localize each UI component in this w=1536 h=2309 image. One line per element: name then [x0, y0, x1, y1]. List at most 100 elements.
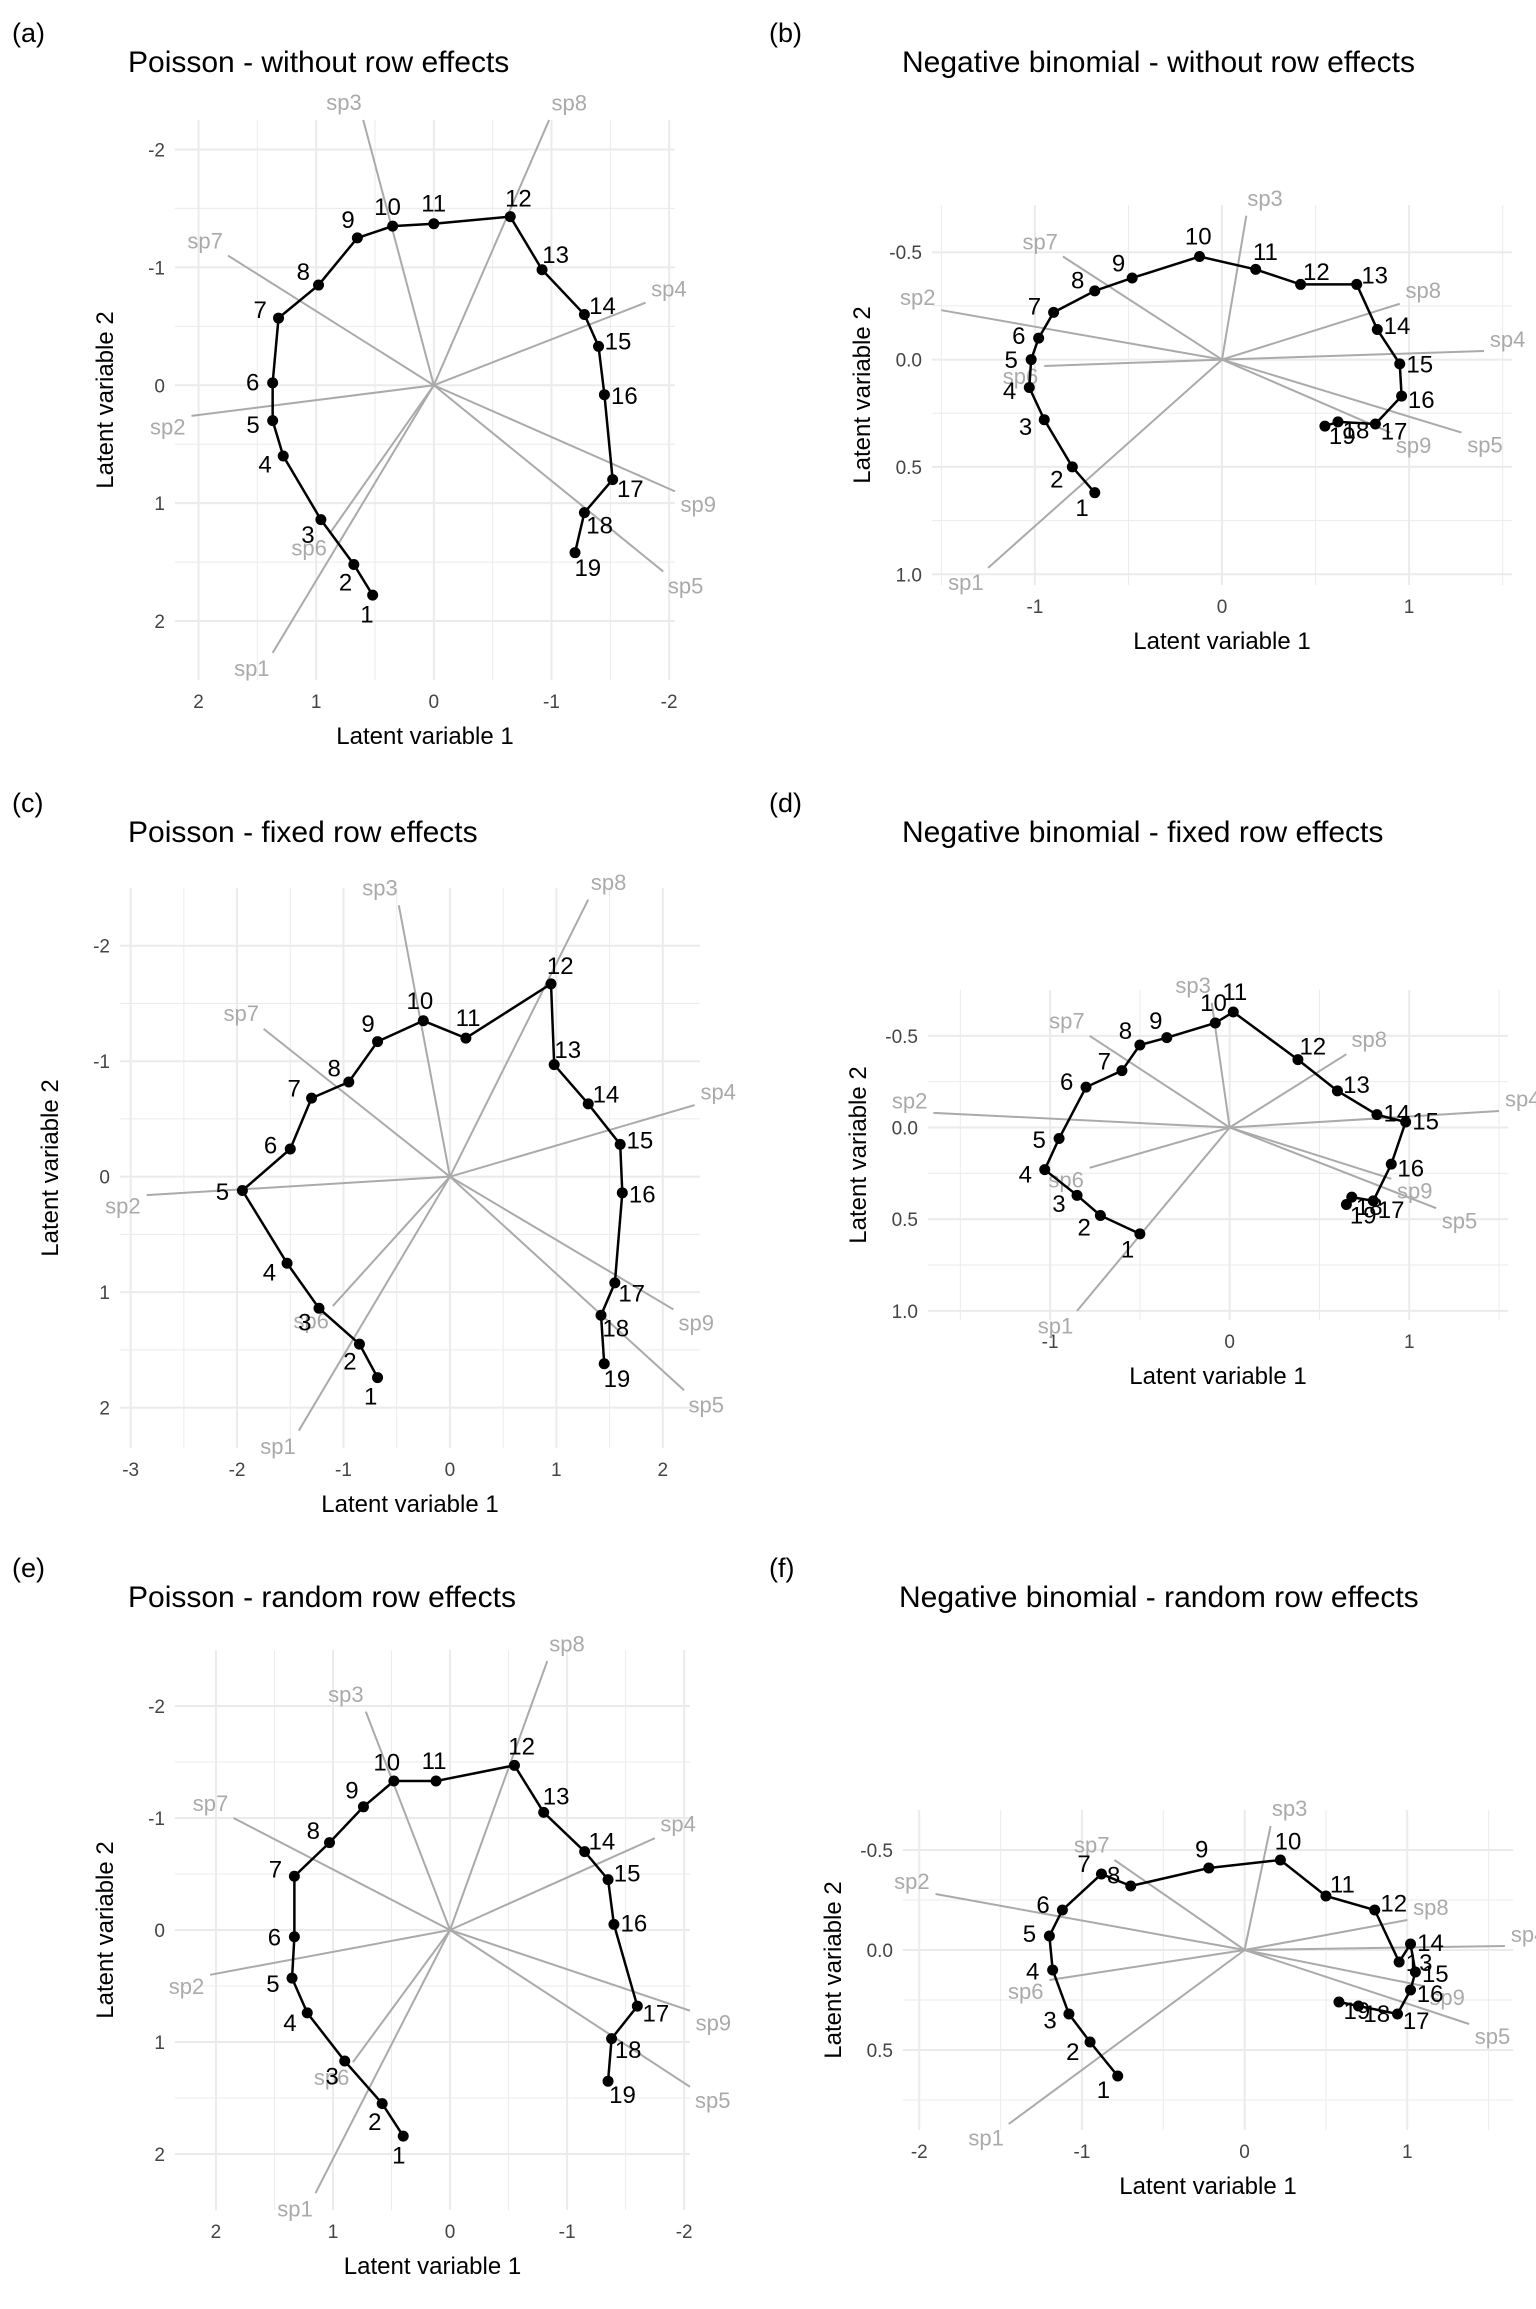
x-tick-label: 1	[1404, 1332, 1415, 1353]
panel-label: (b)	[769, 18, 802, 48]
species-line-sp6	[329, 384, 435, 534]
site-point-16	[1405, 1984, 1417, 1996]
site-label: 17	[643, 2001, 670, 2028]
site-label: 6	[264, 1132, 277, 1159]
site-point-8	[1134, 1039, 1146, 1051]
site-point-14	[1371, 324, 1383, 336]
site-point-17	[1369, 418, 1381, 430]
species-line-sp1	[297, 1176, 451, 1432]
site-label: 11	[1222, 979, 1247, 1006]
species-line-sp1	[314, 1929, 451, 2194]
site-point-17	[609, 1277, 621, 1289]
site-label: 15	[1422, 1961, 1449, 1988]
panel-title: Negative binomial - random row effects	[899, 1581, 1419, 1614]
x-tick-label: 1	[1404, 597, 1415, 618]
species-line-sp1	[1008, 1949, 1246, 2125]
species-label: sp4	[1490, 327, 1525, 352]
y-axis-title: Latent variable 2	[92, 1841, 119, 2018]
site-point-3	[315, 514, 327, 526]
species-line-sp2	[209, 1929, 451, 1976]
site-point-11	[1320, 1890, 1332, 1902]
site-point-1	[372, 1372, 384, 1384]
site-point-2	[1094, 1210, 1106, 1221]
site-point-3	[1038, 414, 1050, 426]
site-point-18	[595, 1309, 607, 1321]
species-label: sp8	[1413, 1895, 1448, 1920]
y-tick-label: -0.5	[889, 243, 922, 264]
species-line-sp4	[449, 1837, 656, 1931]
species-line-sp1	[987, 358, 1223, 569]
site-point-19	[569, 547, 581, 559]
site-label: 16	[1417, 1981, 1444, 2008]
species-label: sp5	[1475, 2024, 1510, 2049]
species-line-sp2	[146, 1175, 450, 1197]
tick-labels: -1 0 1 -0.5 0.0 0.5 1.0	[885, 1027, 1414, 1353]
site-point-6	[288, 1931, 300, 1943]
y-tick-label: 2	[99, 1399, 110, 1420]
x-tick-label: -2	[676, 2222, 693, 2243]
site-point-1	[1134, 1228, 1146, 1240]
y-tick-label: 1	[99, 1283, 110, 1304]
species-line-sp7	[1089, 1034, 1231, 1129]
species-line-sp3	[1243, 1825, 1272, 1951]
species-label: sp8	[549, 1632, 584, 1657]
site-label: 3	[1019, 414, 1032, 441]
site-label: 19	[604, 1366, 631, 1393]
panel-label: (a)	[12, 18, 45, 48]
site-label: 12	[505, 185, 532, 212]
species-label: sp5	[1467, 432, 1502, 457]
site-label: 10	[1275, 1828, 1302, 1855]
site-point-14	[578, 309, 590, 321]
site-point-19	[602, 2075, 614, 2087]
site-point-4	[1039, 1164, 1051, 1176]
site-label: 6	[1036, 1892, 1049, 1919]
y-tick-label: 0.5	[896, 458, 922, 479]
panel-6: -2 -1 0 1 -0.5 0.0 0.5 Latent variable 1 Latent …	[769, 1553, 1536, 2200]
species-line-sp9	[449, 1929, 691, 2012]
species-line-sp1	[1076, 1126, 1231, 1312]
species-label: sp8	[1351, 1027, 1386, 1052]
species-label: sp4	[660, 1812, 695, 1837]
site-label: 14	[589, 293, 616, 320]
site-label: 1	[1075, 495, 1088, 522]
species-label: sp6	[1048, 1167, 1083, 1192]
site-label: 8	[328, 1055, 341, 1082]
site-label: 18	[602, 1316, 629, 1343]
species-label: sp8	[591, 870, 626, 895]
site-label: 10	[374, 194, 401, 221]
site-label: 2	[1078, 1214, 1091, 1241]
species-line-sp9	[1221, 358, 1391, 434]
species-label: sp7	[1074, 1833, 1109, 1858]
species-line-sp5	[1229, 1126, 1437, 1210]
y-tick-label: 0.5	[892, 1210, 918, 1231]
site-point-19	[1340, 1199, 1352, 1210]
site-point-15	[614, 1138, 626, 1150]
site-point-2	[353, 1338, 365, 1350]
y-axis-title: Latent variable 2	[849, 306, 876, 483]
site-label: 15	[605, 329, 632, 356]
site-point-5	[286, 1972, 298, 1984]
site-point-12	[504, 211, 516, 223]
species-line-sp2	[191, 384, 434, 417]
species-label: sp4	[1511, 1922, 1536, 1947]
species-label: sp4	[1505, 1087, 1536, 1112]
site-point-16	[1385, 1158, 1397, 1170]
site-point-8	[1089, 285, 1101, 297]
site-point-12	[1295, 278, 1307, 290]
species-line-sp8	[432, 119, 551, 386]
site-label: 3	[1043, 2008, 1056, 2035]
site-label: 7	[1098, 1048, 1111, 1075]
x-tick-label: 1	[1402, 2142, 1413, 2163]
site-label: 2	[1050, 467, 1063, 494]
site-point-16	[608, 1918, 620, 1930]
panel-4: -1 0 1 -0.5 0.0 0.5 1.0 Latent variable 1 Latent…	[769, 788, 1536, 1390]
site-label: 5	[216, 1179, 229, 1206]
species-line-sp6	[1049, 1949, 1245, 1981]
site-label: 1	[392, 2143, 405, 2170]
